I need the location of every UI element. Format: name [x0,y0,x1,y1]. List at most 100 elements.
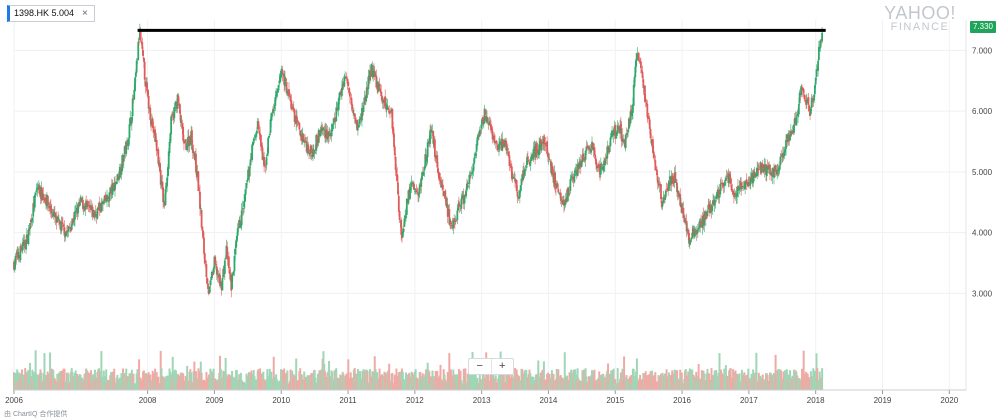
candle-body [585,146,588,152]
candle-body [493,135,496,143]
candle-body [82,200,84,209]
candle-body [729,177,732,184]
candle-body [578,163,581,169]
volume-bar [468,368,471,390]
candle-body [254,135,257,138]
candle-body [629,111,632,124]
candle-body [812,101,815,103]
candle-body [512,176,515,179]
volume-bar [550,370,553,390]
candle-body [269,119,272,133]
candle-body [728,174,731,183]
candle-body [284,78,287,81]
candle-body [168,142,171,153]
candle-body [235,240,237,248]
close-icon[interactable]: × [82,8,88,19]
candle-body [417,192,419,196]
candle-body [215,266,218,275]
zoom-out-button[interactable]: − [469,359,492,374]
candle-body [730,184,733,191]
candle-body [208,286,211,293]
zoom-in-button[interactable]: + [499,360,506,372]
candle-body [490,124,492,131]
volume-bar [300,374,303,390]
candle-body [551,166,554,176]
candle-body [338,92,341,101]
candle-body [696,232,698,234]
candle-body [682,207,685,219]
candle-body [274,96,277,106]
ticker-chip[interactable]: 1398.HK 5.004 × [7,5,95,22]
volume-bar [502,373,505,390]
candle-body [27,229,30,244]
candle-body [199,191,201,209]
candle-body [38,185,41,195]
candle-body [736,186,739,197]
candle-body [448,209,451,225]
candle-body [358,119,361,124]
candle-body [582,153,585,158]
volume-bar [537,360,540,390]
candle-body [747,181,750,186]
candle-body [438,177,441,181]
candle-body [267,137,270,154]
candle-body [687,229,690,234]
volume-bar [525,369,528,390]
candle-body [265,157,268,166]
candle-body [64,234,67,238]
candle-body [53,212,56,217]
candle-body [206,278,209,284]
volume-bar [755,352,758,390]
candle-body [664,197,666,200]
candle-body [696,228,699,233]
candle-body [395,169,398,174]
candle-body [226,246,229,259]
candle-body [310,145,313,154]
candle-body [688,240,691,246]
candle-body [44,197,47,204]
candle-body [569,179,572,192]
candle-body [339,91,342,93]
candle-body [416,191,419,193]
candle-body [155,139,158,151]
candle-body [688,232,690,244]
candle-body [817,46,820,61]
candle-body [133,89,136,100]
candle-body [518,196,520,199]
candle-body [292,108,295,111]
candle-body [466,183,468,191]
volume-bar [612,368,615,390]
candle-body [563,199,565,206]
candle-body [143,61,146,80]
candle-body [70,224,73,230]
candle-body [67,226,70,232]
candle-body [251,144,254,161]
volume-bar [464,368,467,390]
volume-bar [780,370,783,390]
candle-body [42,194,45,201]
candle-body [211,271,213,278]
candle-body [60,221,63,232]
candle-body [182,126,185,141]
volume-bar [630,375,633,390]
x-tick-label: 2014 [540,396,558,405]
candle-body [312,149,315,154]
candle-body [197,171,200,191]
chart-grid [13,20,966,390]
candle-body [811,98,814,102]
candle-body [114,182,116,190]
candle-body [243,201,245,208]
volume-bar [506,375,509,390]
candle-body [607,146,610,152]
volume-bar [743,372,746,390]
candle-body [391,109,394,129]
candle-body [505,141,508,151]
candle-body [450,221,452,224]
candle-body [191,130,193,144]
candle-body [221,277,224,291]
volume-bar [563,352,566,390]
candle-body [200,209,203,228]
candle-body [409,187,411,199]
candle-body [480,124,483,129]
